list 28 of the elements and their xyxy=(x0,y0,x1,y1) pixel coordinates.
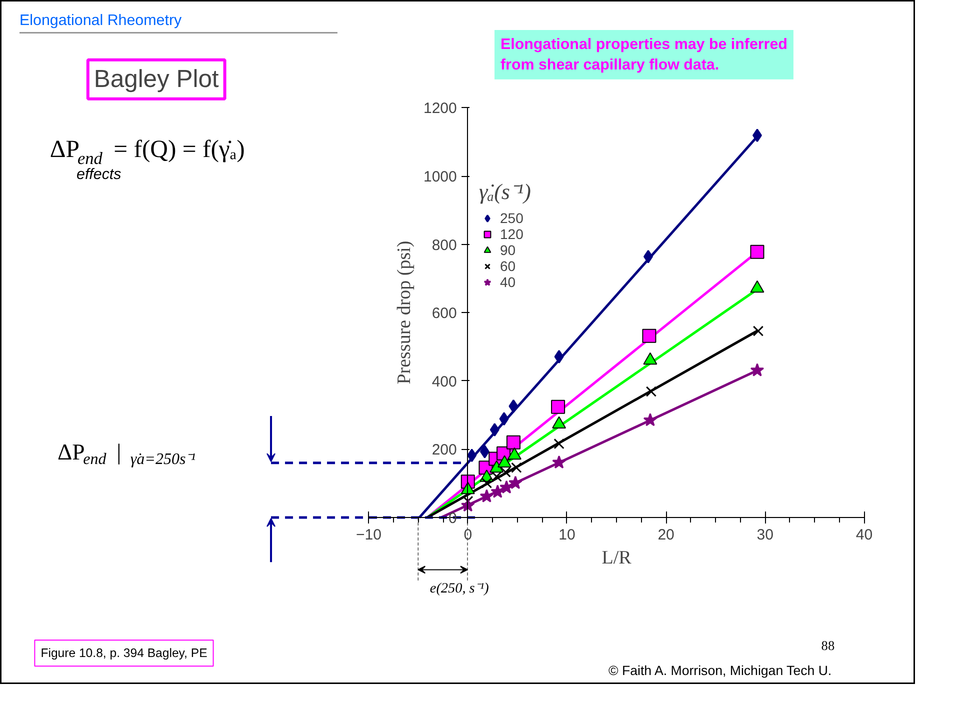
x-tick-label: 40 xyxy=(856,526,873,544)
y-axis-title: Pressure drop (psi) xyxy=(394,240,416,384)
text: Bagley Plot xyxy=(94,66,219,93)
x-tick-label: 30 xyxy=(756,526,774,544)
legend-label: 90 xyxy=(500,242,517,258)
y-tick-label: 1200 xyxy=(424,100,457,118)
y-tick-label: 800 xyxy=(432,236,457,254)
text: © Faith A. Morrison, Michigan Tech U. xyxy=(608,662,832,678)
text: Elongational properties may be inferred from shear capillary flow data. xyxy=(500,36,788,74)
x-tick-label: 20 xyxy=(658,526,674,544)
y-tick-label: 1000 xyxy=(424,168,457,186)
y-tick-label: 400 xyxy=(432,373,457,390)
x-tick-label: 0 xyxy=(464,526,472,544)
x-axis-title: L/R xyxy=(602,548,632,568)
text: effects xyxy=(76,166,122,183)
text: e(250, s⁻¹) xyxy=(430,580,490,597)
x-tick-label: 10 xyxy=(558,526,576,544)
legend-label: 60 xyxy=(500,258,517,274)
legend-title: γ̇ₐ(s⁻¹) xyxy=(479,178,531,205)
y-tick-label: 200 xyxy=(432,442,457,459)
text: Elongational Rheometry xyxy=(20,12,182,29)
legend-label: 40 xyxy=(500,274,517,290)
legend-label: 250 xyxy=(500,210,524,226)
legend-label: 120 xyxy=(500,226,524,242)
y-tick-label: 600 xyxy=(432,305,457,322)
x-tick-label: −10 xyxy=(356,526,382,544)
caption: Figure 10.8, p. 394 Bagley, PE xyxy=(40,646,208,660)
text: 88 xyxy=(821,638,835,654)
